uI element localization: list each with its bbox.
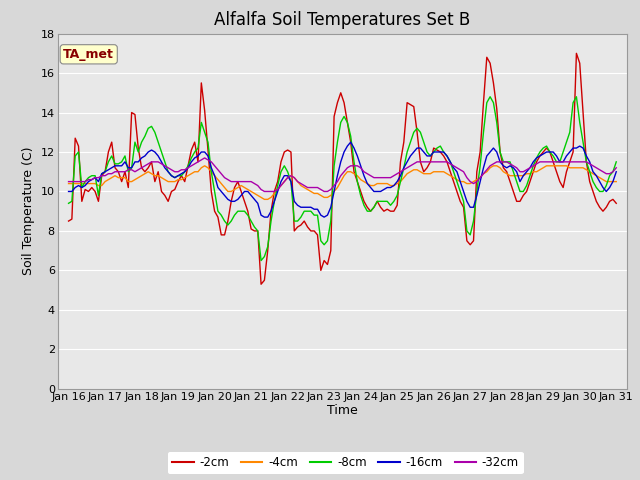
Legend: -2cm, -4cm, -8cm, -16cm, -32cm: -2cm, -4cm, -8cm, -16cm, -32cm <box>168 452 524 474</box>
Text: TA_met: TA_met <box>63 48 114 61</box>
X-axis label: Time: Time <box>327 404 358 417</box>
Title: Alfalfa Soil Temperatures Set B: Alfalfa Soil Temperatures Set B <box>214 11 470 29</box>
Y-axis label: Soil Temperature (C): Soil Temperature (C) <box>22 147 35 276</box>
